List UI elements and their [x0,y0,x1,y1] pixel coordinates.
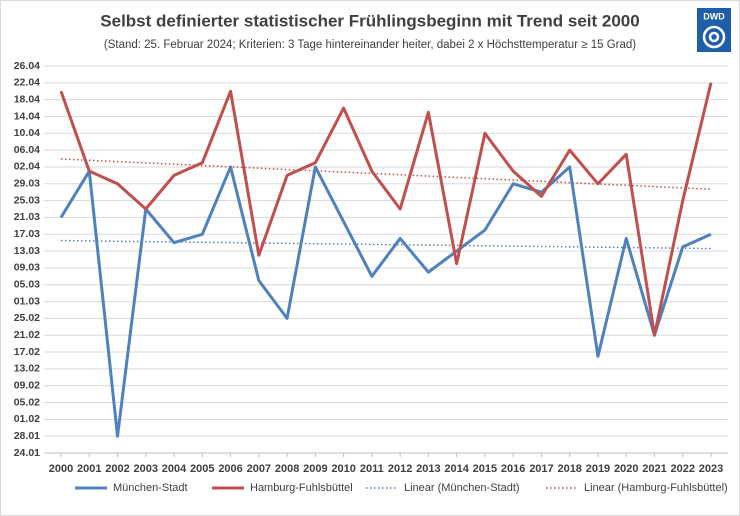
x-tick-label: 2000 [49,463,73,475]
x-tick-label: 2018 [557,463,581,475]
logo-icon [702,25,726,49]
logo-box [697,8,731,52]
x-tick-label: 2008 [275,463,299,475]
y-tick-label: 02.04 [14,161,40,173]
y-tick-label: 26.04 [14,60,40,72]
y-tick-label: 01.02 [14,413,40,425]
y-tick-label: 13.02 [14,363,40,375]
y-tick-label: 25.03 [14,194,40,206]
trend-line [60,158,712,191]
logo: DWD [697,8,731,52]
x-tick-label: 2011 [360,463,384,475]
y-tick-label: 05.03 [14,279,40,291]
x-tick-label: 2009 [303,463,327,475]
y-tick-label: 21.02 [14,329,40,341]
chart-title: Selbst definierter statistischer Frühlin… [100,11,639,30]
y-tick-label: 14.04 [14,110,40,122]
series-line [59,165,712,438]
x-tick-label: 2010 [331,463,355,475]
y-tick-label: 17.02 [14,346,40,358]
x-tick-label: 2014 [444,463,469,475]
y-tick-label: 10.04 [14,127,40,139]
x-tick-label: 2021 [642,463,666,475]
x-tick-label: 2006 [218,463,242,475]
x-tick-label: 2013 [416,463,440,475]
x-tick-label: 2015 [473,463,497,475]
legend-label: Hamburg-Fuhlsbüttel [250,482,353,494]
y-tick-label: 09.03 [14,262,40,274]
x-tick-label: 2004 [162,463,187,475]
logo-icon [708,31,720,43]
legend-label: Linear (Hamburg-Fuhlsbüttel) [584,482,728,494]
x-tick-label: 2003 [134,463,158,475]
x-tick-label: 2019 [586,463,610,475]
y-tick-label: 13.03 [14,245,40,257]
legend-label: München-Stadt [113,482,188,494]
x-tick-label: 2007 [247,463,271,475]
y-tick-label: 17.03 [14,228,40,240]
logo-text: DWD [703,11,725,21]
y-tick-label: 05.02 [14,396,40,408]
x-tick-label: 2002 [105,463,129,475]
y-tick-label: 06.04 [14,144,40,156]
x-tick-label: 2017 [529,463,553,475]
y-tick-label: 22.04 [14,77,40,89]
x-tick-label: 2005 [190,463,214,475]
y-tick-label: 18.04 [14,93,40,105]
y-tick-label: 01.03 [14,295,40,307]
x-tick-label: 2020 [614,463,638,475]
y-tick-label: 25.02 [14,312,40,324]
chart-subtitle: (Stand: 25. Februar 2024; Kriterien: 3 T… [104,39,636,51]
y-tick-label: 28.01 [14,430,40,442]
x-tick-label: 2023 [699,463,723,475]
y-tick-label: 09.02 [14,379,40,391]
trend-line [60,239,712,250]
x-tick-label: 2016 [501,463,525,475]
y-tick-label: 21.03 [14,211,40,223]
x-tick-label: 2022 [670,463,694,475]
x-tick-label: 2001 [77,463,101,475]
y-tick-label: 29.03 [14,178,40,190]
legend-label: Linear (München-Stadt) [404,482,520,494]
x-tick-label: 2012 [388,463,412,475]
y-tick-label: 24.01 [14,447,40,459]
series-line [59,82,713,337]
